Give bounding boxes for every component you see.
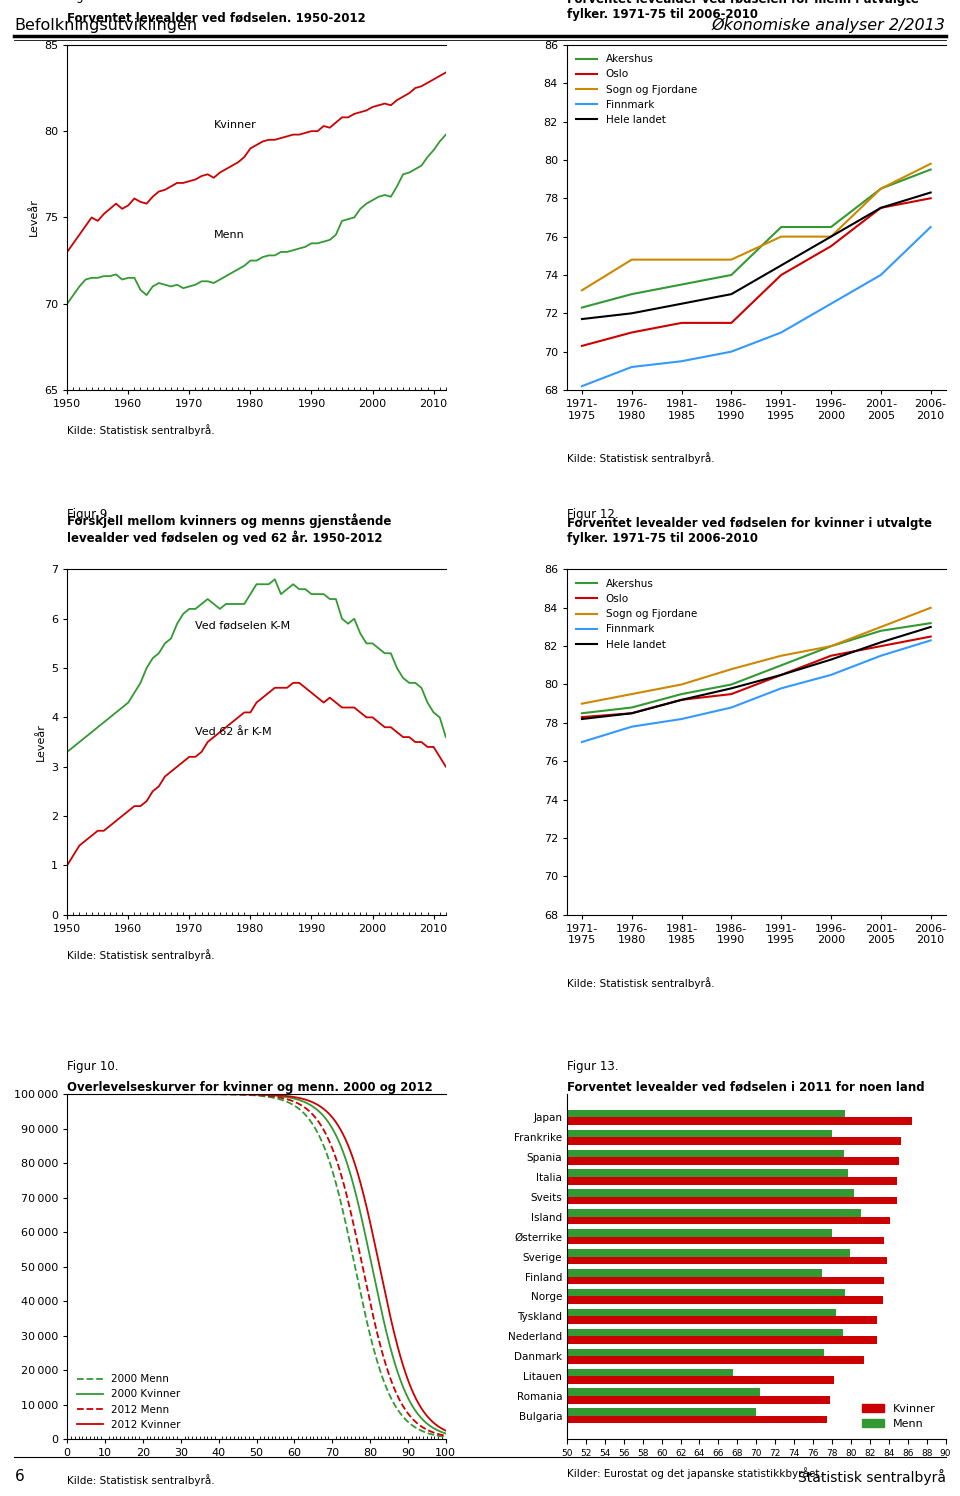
Bar	[94, 1118, 912, 1125]
Bar	[94, 1328, 844, 1336]
Text: Figur 8.: Figur 8.	[67, 0, 115, 3]
Bar	[94, 1110, 845, 1118]
Bar	[94, 1257, 887, 1264]
Bar	[94, 1408, 756, 1415]
Bar	[94, 1357, 864, 1364]
Text: Overlevelseskurver for kvinner og menn. 2000 og 2012: Overlevelseskurver for kvinner og menn. …	[67, 1082, 433, 1094]
Text: Kilde: Statistisk sentralbyrå.: Kilde: Statistisk sentralbyrå.	[567, 452, 714, 464]
Text: Kilder: Eurostat og det japanske statistikkbyrået.: Kilder: Eurostat og det japanske statist…	[567, 1466, 823, 1478]
Bar	[94, 1348, 825, 1357]
Legend: Akershus, Oslo, Sogn og Fjordane, Finnmark, Hele landet: Akershus, Oslo, Sogn og Fjordane, Finnma…	[572, 574, 701, 654]
Bar	[94, 1415, 828, 1424]
Text: Befolkningsutviklingen: Befolkningsutviklingen	[14, 18, 198, 33]
Bar	[94, 1290, 845, 1297]
Text: Kvinner: Kvinner	[214, 120, 256, 130]
Bar	[94, 1129, 832, 1137]
Text: Figur 9.: Figur 9.	[67, 509, 115, 521]
Bar	[94, 1197, 898, 1204]
Text: Statistisk sentralbyrå: Statistisk sentralbyrå	[798, 1469, 946, 1486]
Legend: 2000 Menn, 2000 Kvinner, 2012 Menn, 2012 Kvinner: 2000 Menn, 2000 Kvinner, 2012 Menn, 2012…	[72, 1370, 184, 1435]
Text: 6: 6	[14, 1469, 24, 1484]
Text: Forventet levealder ved fødselen. 1950-2012: Forventet levealder ved fødselen. 1950-2…	[67, 10, 366, 24]
Bar	[94, 1177, 898, 1185]
Bar	[94, 1396, 830, 1403]
Bar	[94, 1249, 850, 1257]
Bar	[94, 1170, 848, 1177]
Text: Figur 12.: Figur 12.	[567, 509, 622, 521]
Bar	[94, 1369, 732, 1376]
Bar	[94, 1269, 822, 1276]
Bar	[94, 1309, 836, 1316]
Bar	[94, 1189, 853, 1197]
Text: Forventet levealder ved fødselen for menn i utvalgte
fylker. 1971-75 til 2006-20: Forventet levealder ved fødselen for men…	[567, 0, 919, 21]
Text: Ved 62 år K-M: Ved 62 år K-M	[196, 727, 272, 736]
Bar	[94, 1297, 883, 1305]
Legend: Akershus, Oslo, Sogn og Fjordane, Finnmark, Hele landet: Akershus, Oslo, Sogn og Fjordane, Finnma…	[572, 49, 701, 129]
Text: Kilde: Statistisk sentralbyrå.: Kilde: Statistisk sentralbyrå.	[67, 1474, 215, 1486]
Text: Menn: Menn	[214, 230, 245, 241]
Legend: Kvinner, Menn: Kvinner, Menn	[857, 1399, 940, 1433]
Bar	[94, 1149, 844, 1156]
Bar	[94, 1388, 760, 1396]
Bar	[94, 1276, 884, 1284]
Y-axis label: Leveår: Leveår	[29, 199, 38, 236]
Text: Forskjell mellom kvinners og menns gjenstående
levealder ved fødselen og ved 62 : Forskjell mellom kvinners og menns gjens…	[67, 513, 392, 546]
Text: Kilde: Statistisk sentralbyrå.: Kilde: Statistisk sentralbyrå.	[67, 948, 215, 960]
Bar	[94, 1209, 861, 1216]
Text: Figur 13.: Figur 13.	[567, 1061, 622, 1073]
Bar	[94, 1237, 884, 1245]
Y-axis label: Leveår: Leveår	[36, 723, 45, 761]
Bar	[94, 1137, 901, 1144]
Bar	[94, 1376, 834, 1384]
Bar	[94, 1156, 900, 1165]
Text: Kilde: Statistisk sentralbyrå.: Kilde: Statistisk sentralbyrå.	[567, 977, 714, 989]
Text: Forventet levealder ved fødselen for kvinner i utvalgte
fylker. 1971-75 til 2006: Forventet levealder ved fødselen for kvi…	[567, 518, 932, 546]
Text: Ved fødselen K-M: Ved fødselen K-M	[196, 621, 291, 631]
Text: Økonomiske analyser 2/2013: Økonomiske analyser 2/2013	[711, 18, 946, 33]
Text: Figur 10.: Figur 10.	[67, 1061, 123, 1073]
Text: Forventet levealder ved fødselen i 2011 for noen land: Forventet levealder ved fødselen i 2011 …	[567, 1082, 924, 1094]
Bar	[94, 1230, 832, 1237]
Bar	[94, 1316, 876, 1324]
Text: Kilde: Statistisk sentralbyrå.: Kilde: Statistisk sentralbyrå.	[67, 425, 215, 437]
Bar	[94, 1336, 877, 1343]
Bar	[94, 1216, 890, 1224]
